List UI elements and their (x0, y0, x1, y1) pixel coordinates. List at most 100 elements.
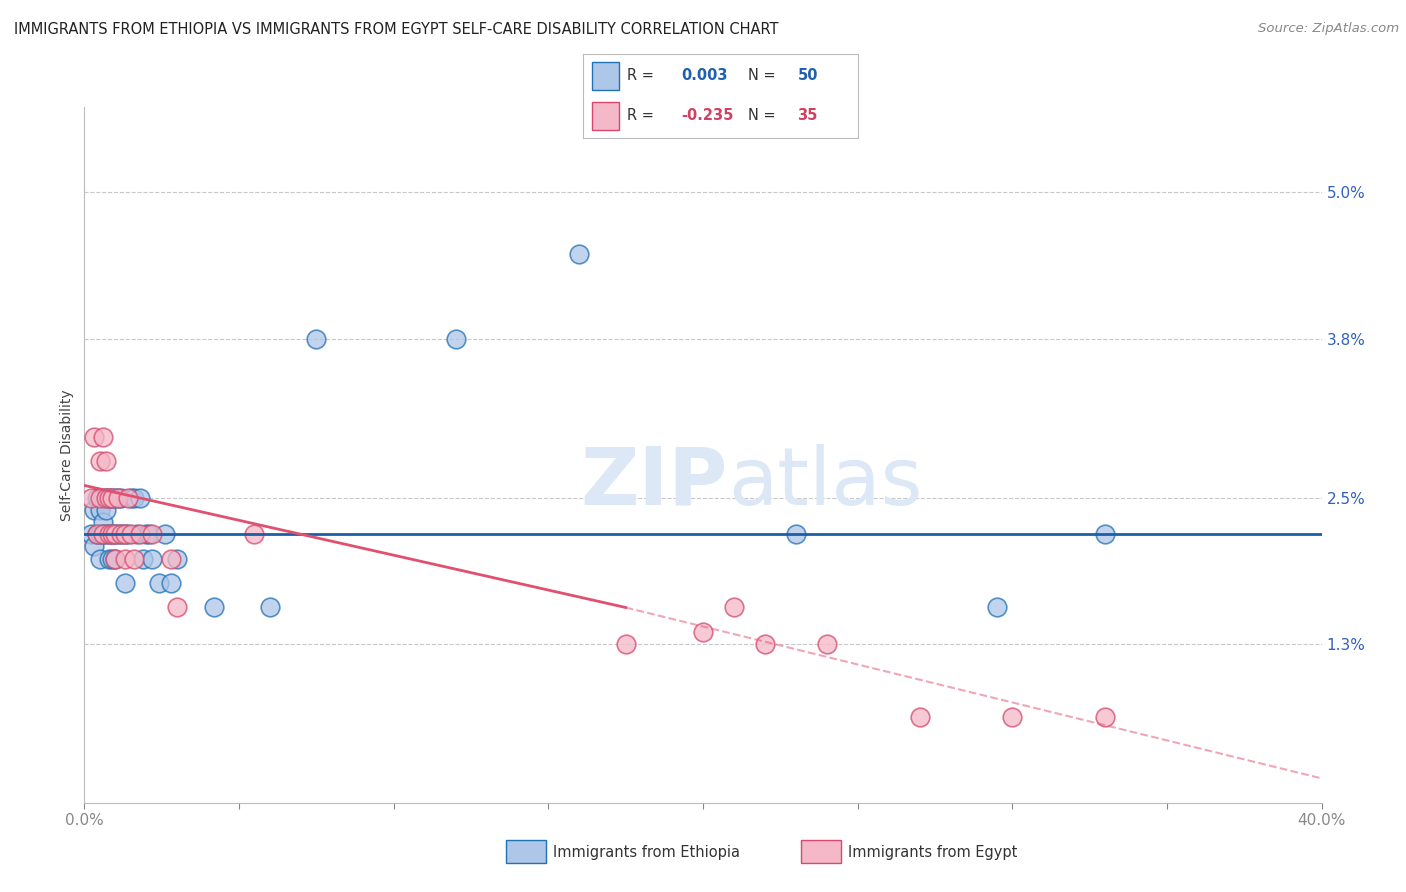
Point (243, 527, 266, 541)
Point (91, 491, 114, 505)
Point (129, 527, 152, 541)
Point (202, 600, 225, 615)
Point (148, 576, 170, 591)
Point (89, 527, 111, 541)
Point (107, 527, 129, 541)
Text: R =: R = (627, 69, 659, 84)
Point (86, 527, 108, 541)
Point (104, 491, 127, 505)
Point (1001, 710, 1024, 724)
Point (160, 551, 183, 566)
Point (98, 527, 121, 541)
Point (91, 527, 114, 541)
Point (132, 551, 155, 566)
Point (568, 246, 591, 260)
Point (104, 551, 127, 566)
Text: 50: 50 (797, 69, 818, 84)
Point (91, 429, 114, 443)
Point (166, 551, 188, 566)
Point (1094, 710, 1116, 724)
Point (1094, 527, 1116, 541)
Point (101, 491, 124, 505)
Point (79, 491, 101, 505)
Point (117, 527, 139, 541)
Point (120, 491, 142, 505)
Point (153, 527, 176, 541)
Point (107, 491, 129, 505)
Bar (592, 62, 619, 90)
Point (98, 491, 121, 505)
Point (614, 637, 637, 651)
Point (444, 332, 467, 346)
Point (98, 527, 121, 541)
Point (120, 527, 142, 541)
Point (94, 491, 117, 505)
Text: Source: ZipAtlas.com: Source: ZipAtlas.com (1258, 22, 1399, 36)
Point (114, 527, 136, 541)
Point (94, 491, 117, 505)
Point (98, 491, 121, 505)
Text: atlas: atlas (728, 443, 922, 522)
Point (138, 527, 160, 541)
Point (94, 454, 117, 468)
Point (89, 454, 111, 468)
Text: N =: N = (748, 108, 780, 123)
Point (259, 600, 281, 615)
Point (94, 527, 117, 541)
Point (91, 515, 114, 529)
Text: Immigrants from Ethiopia: Immigrants from Ethiopia (553, 846, 740, 860)
Point (101, 491, 124, 505)
Point (122, 491, 145, 505)
Point (89, 491, 111, 505)
Point (986, 600, 1008, 615)
Text: -0.235: -0.235 (681, 108, 733, 123)
Point (101, 527, 124, 541)
Point (908, 710, 931, 724)
Point (114, 576, 136, 591)
Point (89, 551, 111, 566)
Point (166, 600, 188, 615)
Point (114, 551, 136, 566)
Point (160, 576, 183, 591)
Point (101, 551, 124, 566)
Point (110, 527, 132, 541)
Point (91, 527, 114, 541)
Point (122, 551, 145, 566)
Text: Immigrants from Egypt: Immigrants from Egypt (848, 846, 1017, 860)
Text: 0.003: 0.003 (681, 69, 727, 84)
Point (83, 429, 105, 443)
Point (101, 527, 124, 541)
Point (110, 491, 132, 505)
Point (305, 332, 328, 346)
Point (104, 551, 127, 566)
Point (83, 540, 105, 554)
Point (692, 624, 714, 639)
Y-axis label: Self-Care Disability: Self-Care Disability (60, 389, 75, 521)
Point (110, 527, 132, 541)
Point (79, 527, 101, 541)
Text: N =: N = (748, 69, 780, 84)
Point (83, 503, 105, 517)
Text: R =: R = (627, 108, 659, 123)
Point (125, 527, 148, 541)
Bar (592, 102, 619, 130)
Text: IMMIGRANTS FROM ETHIOPIA VS IMMIGRANTS FROM EGYPT SELF-CARE DISABILITY CORRELATI: IMMIGRANTS FROM ETHIOPIA VS IMMIGRANTS F… (14, 22, 779, 37)
Point (117, 491, 139, 505)
Text: ZIP: ZIP (581, 443, 728, 522)
Point (86, 491, 108, 505)
Point (129, 491, 152, 505)
Point (815, 637, 838, 651)
Point (141, 527, 163, 541)
Point (104, 527, 127, 541)
Point (89, 503, 111, 517)
Point (141, 551, 163, 566)
Point (104, 527, 127, 541)
Point (98, 551, 121, 566)
Point (114, 527, 136, 541)
Point (785, 527, 807, 541)
Point (723, 600, 745, 615)
Point (86, 527, 108, 541)
Point (107, 491, 129, 505)
Text: 35: 35 (797, 108, 818, 123)
Point (94, 503, 117, 517)
